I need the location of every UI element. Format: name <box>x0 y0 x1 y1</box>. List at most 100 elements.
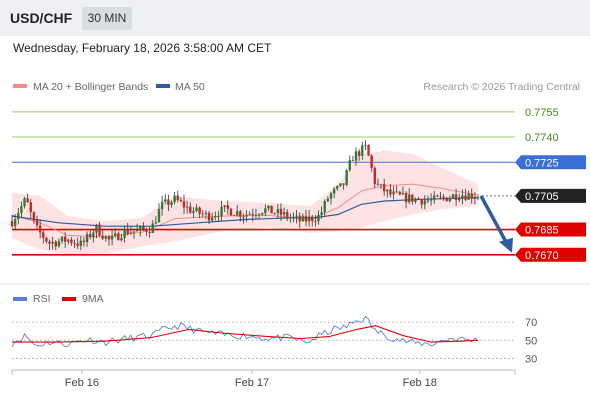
candle <box>336 185 339 191</box>
candle <box>32 211 36 224</box>
candle-body-up <box>220 206 223 217</box>
candle-body-down <box>251 214 255 216</box>
candle <box>173 191 176 205</box>
candle <box>54 239 57 251</box>
candle-body-up <box>414 198 417 202</box>
candle <box>123 225 126 243</box>
candle <box>63 232 67 248</box>
candle-body-down <box>88 234 92 238</box>
legend-ma50-label: MA 50 <box>175 81 205 93</box>
forecast-arrow-head <box>499 237 513 253</box>
candle-body-down <box>10 221 14 227</box>
candle-body-down <box>436 195 439 197</box>
candle <box>373 166 376 189</box>
candle <box>104 235 108 242</box>
candle <box>229 207 233 216</box>
candle-body-up <box>329 193 333 199</box>
candle-body-down <box>389 189 392 195</box>
candle-body-up <box>423 200 427 205</box>
candle-body-down <box>198 207 201 214</box>
candle-body-down <box>207 212 211 221</box>
rsi-9ma-line <box>12 325 479 343</box>
candle <box>436 194 439 197</box>
candle-body-down <box>420 199 423 205</box>
candle-body-down <box>439 196 442 198</box>
candle-body-up <box>461 195 464 199</box>
candle-body-up <box>67 239 70 242</box>
candle <box>251 208 255 222</box>
candle-body-up <box>154 222 158 224</box>
candle-body-down <box>101 235 104 239</box>
candle-body-up <box>426 200 430 202</box>
candle <box>245 210 248 222</box>
candle <box>304 209 308 227</box>
candle <box>239 209 242 222</box>
candle <box>114 228 117 238</box>
ma20-line <box>11 183 479 238</box>
candle <box>273 212 276 215</box>
candle-body-down <box>70 239 73 244</box>
candle <box>392 186 395 200</box>
candle <box>311 214 314 227</box>
candle <box>70 237 73 246</box>
candle <box>332 186 336 199</box>
candle-body-up <box>320 212 323 216</box>
candle-body-down <box>167 199 170 206</box>
candle-body-up <box>348 160 351 171</box>
candle <box>167 194 170 211</box>
candle <box>76 237 79 249</box>
candle <box>323 199 326 217</box>
candle <box>132 231 136 239</box>
candle-body-down <box>32 212 36 221</box>
candle <box>117 231 120 241</box>
candle-body-up <box>295 215 298 217</box>
candle-body-down <box>417 198 420 200</box>
candle <box>26 193 29 203</box>
level-label-0.7725: 0.7725 <box>525 157 559 169</box>
candle-body-down <box>304 215 308 222</box>
candle <box>357 149 361 161</box>
candle-body-up <box>323 201 326 213</box>
candle-body-down <box>26 198 29 203</box>
candle-body-up <box>185 206 189 208</box>
candle-body-down <box>35 220 39 226</box>
candle <box>289 213 292 223</box>
level-label-0.7685: 0.7685 <box>525 225 559 237</box>
candle <box>176 190 179 203</box>
legend-ma20-label: MA 20 + Bollinger Bands <box>33 81 148 93</box>
candle <box>214 211 217 221</box>
candle-body-up <box>79 240 83 246</box>
candle-body-down <box>98 224 101 236</box>
candle <box>301 213 305 222</box>
candle <box>154 216 158 225</box>
candle <box>17 208 20 225</box>
candle-body-down <box>395 191 398 193</box>
candle <box>320 206 323 219</box>
level-label-0.7705: 0.7705 <box>525 191 559 203</box>
candle-body-up <box>339 183 342 187</box>
candle-body-up <box>95 224 98 233</box>
candle <box>429 193 433 206</box>
candle <box>101 228 104 241</box>
level-tag-0.7670 <box>515 247 586 262</box>
candle <box>476 194 480 201</box>
candle-body-down <box>217 216 220 217</box>
rsi-tick-30: 30 <box>525 353 537 365</box>
candle <box>326 196 330 203</box>
candle-body-down <box>279 208 283 215</box>
candle <box>261 212 264 217</box>
candle <box>414 197 417 204</box>
candle-body-down <box>182 201 186 208</box>
candle <box>29 199 32 219</box>
candle <box>179 197 183 203</box>
candle-body-down <box>464 195 467 200</box>
candle-body-up <box>157 209 161 223</box>
candle-body-down <box>445 197 448 202</box>
candle <box>458 193 461 203</box>
interval-button[interactable]: 30 MIN <box>82 7 132 30</box>
candle <box>454 188 458 206</box>
candle-body-down <box>442 196 445 198</box>
rsi-line <box>11 315 479 348</box>
candle <box>189 202 192 214</box>
candle <box>389 184 392 198</box>
